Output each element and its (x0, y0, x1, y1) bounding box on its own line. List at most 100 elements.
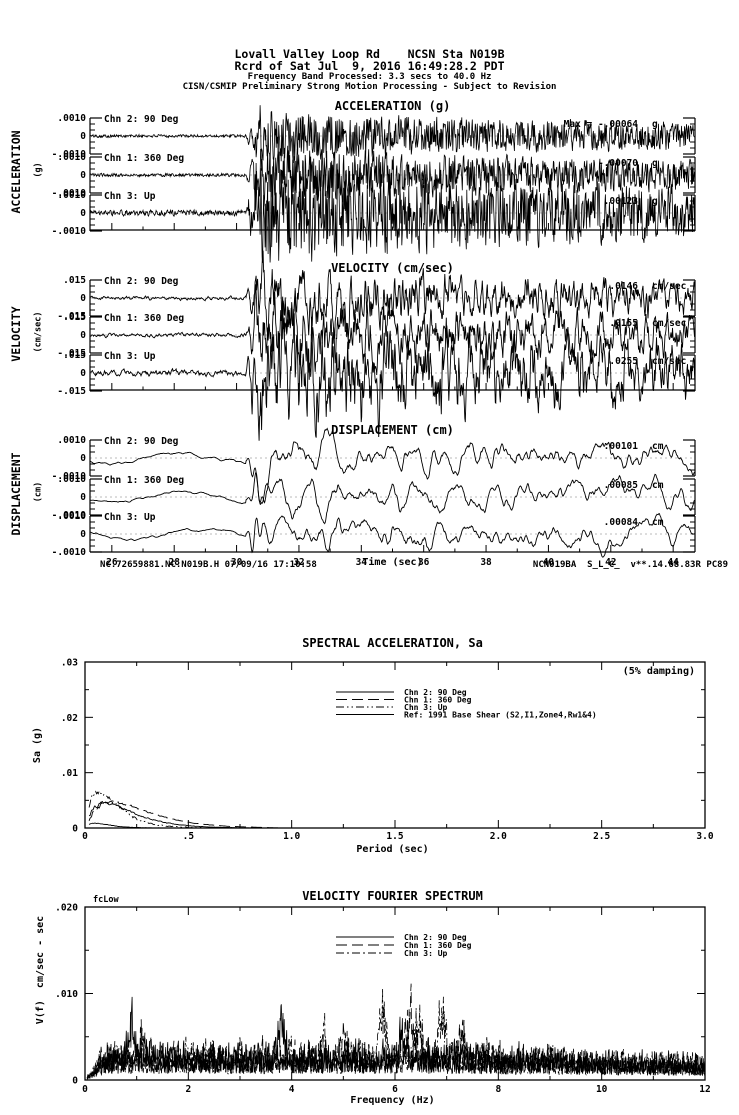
scale-tick-label: .0010 (57, 152, 86, 163)
velocity_time_series-time-axis (90, 383, 695, 391)
max-value-label: .0155 (609, 318, 638, 329)
x-axis-tick-label: 4 (289, 1084, 295, 1095)
time-axis-tick-label: 40 (543, 557, 555, 568)
max-unit-label: cm (652, 441, 664, 452)
max-unit-label: cm/sec (652, 356, 686, 367)
scale-tick-label: 0 (80, 131, 86, 142)
scale-bracket (89, 316, 102, 354)
x-axis-tick-label: .5 (183, 831, 195, 842)
displacement-y-axis-label: DISPLACEMENT (8, 452, 23, 536)
scale-tick-label: -.0010 (52, 510, 87, 521)
legend-label: Chn 3: Up (404, 703, 448, 712)
y-axis-tick-label: .020 (55, 903, 78, 914)
y-axis-tick-label: 0 (72, 1076, 78, 1087)
displacement_time_series-waveform-chn-2 (89, 512, 696, 558)
max-value-label: .00084 (604, 517, 639, 528)
scale-tick-label: 0 (80, 492, 86, 503)
scale-bracket (89, 279, 102, 317)
max-value-label: Max = -.00064 (564, 119, 639, 130)
sa-damping-note: (5% damping) (622, 666, 695, 677)
y-axis-tick-label: .03 (61, 658, 78, 669)
acceleration-y-axis-unit: (g) (33, 162, 44, 178)
time-axis-tick-label: 44 (667, 557, 679, 568)
channel-label: Chn 3: Up (104, 351, 156, 362)
legend-label: Ref: 1991 Base Shear (S2,I1,Zone4,Rw1&4) (404, 710, 597, 719)
fourier-plot-title: VELOCITY FOURIER SPECTRUM (302, 889, 483, 903)
scale-tick-label: .0010 (57, 190, 86, 201)
fourier-y-axis-label: V(f) cm/sec - sec (34, 915, 46, 1025)
max-unit-label: g (652, 196, 658, 207)
scale-tick-label: -.015 (57, 348, 86, 359)
fourier-curve-1 (86, 983, 706, 1079)
x-axis-tick-label: 10 (596, 1084, 608, 1095)
legend-label: Chn 1: 360 Deg (404, 941, 472, 950)
max-unit-label: cm/sec (652, 281, 686, 292)
time-axis-tick-label: 28 (168, 557, 180, 568)
sa-curve-1 (88, 800, 705, 829)
max-unit-label: cm (652, 480, 664, 491)
time-axis-tick-label: 32 (293, 557, 304, 568)
sa-plot-title: SPECTRAL ACCELERATION, Sa (302, 636, 483, 650)
time-axis-tick-label: 26 (106, 557, 118, 568)
y-axis-tick-label: .02 (61, 713, 78, 724)
scale-tick-label: 0 (80, 453, 86, 464)
x-axis-tick-label: 12 (699, 1084, 710, 1095)
scale-tick-label: -.0010 (52, 471, 87, 482)
scale-tick-label: .015 (63, 275, 86, 286)
displacement_time_series-waveform-chn-0 (90, 427, 696, 505)
scale-tick-label: .015 (63, 350, 86, 361)
scale-tick-label: .0010 (57, 435, 86, 446)
scale-tick-label: -.0010 (52, 547, 87, 558)
max-value-label: .0146 (609, 281, 638, 292)
scale-bracket (683, 478, 696, 516)
scale-tick-label: 0 (80, 529, 86, 540)
x-axis-tick-label: 2.0 (490, 831, 507, 842)
max-unit-label: cm (652, 517, 664, 528)
scale-tick-label: 0 (80, 368, 86, 379)
x-axis-tick-label: 1.5 (386, 831, 403, 842)
station-title: Lovall Valley Loop Rd NCSN Sta N019B (234, 47, 505, 61)
scale-bracket (89, 117, 102, 155)
y-axis-tick-label: .01 (61, 768, 78, 779)
acceleration_time_series-waveform-chn-0 (89, 105, 696, 165)
scale-tick-label: 0 (80, 293, 86, 304)
x-axis-tick-label: 2.5 (593, 831, 610, 842)
time-axis-tick-label: 34 (356, 557, 368, 568)
legend-label: Chn 2: 90 Deg (404, 688, 467, 697)
displacement-y-axis-unit: (cm) (33, 481, 44, 503)
fourier-x-axis-label: Frequency (Hz) (350, 1095, 435, 1106)
velocity-y-axis-label: VELOCITY (8, 306, 23, 362)
channel-label: Chn 1: 360 Deg (104, 313, 184, 324)
x-axis-tick-label: 0 (82, 831, 88, 842)
max-unit-label: g (652, 158, 658, 169)
y-axis-tick-label: .010 (55, 989, 78, 1000)
time-axis-label: Time (sec) (362, 557, 423, 568)
max-value-label: .00085 (604, 480, 639, 491)
velocity-panel-title: VELOCITY (cm/sec) (331, 261, 454, 275)
scale-tick-label: -.0010 (52, 149, 87, 160)
displacement_time_series-time-axis: 26 28 30 32 34 36 38 40 42 44 (90, 545, 695, 568)
footer-processing-id: NCN019BA S_L_C_ v**.14.68.83R PC89 (532, 560, 728, 570)
time-axis-tick-label: 36 (418, 557, 430, 568)
sa-curve-0 (88, 800, 705, 829)
sa-plot: .03 .02 .01 00 .5 1.0 1.5 2.0 2.5 3.0 Chn 2: 90 De… (61, 658, 714, 843)
scale-tick-label: 0 (80, 170, 86, 181)
scale-bracket (89, 478, 102, 516)
fourier-curve-2 (86, 988, 706, 1079)
scale-tick-label: .0010 (57, 474, 86, 485)
footer-record-id: NC.72659881.NC.N019B.H 07/09/16 17:10:58 (100, 560, 317, 570)
time-axis-tick-label: 42 (605, 557, 616, 568)
scale-tick-label: -.0010 (52, 226, 87, 237)
velocity_time_series-panel: .015 0 -.015 Chn 2: 90 Deg .0146 cm/sec .015 0 -… (57, 250, 696, 441)
processing-disclaimer: CISN/CSMIP Preliminary Strong Motion Pro… (182, 82, 557, 92)
acceleration_time_series-panel: .0010 0 -.0010 Chn 2: 90 Deg Max = -.00064 g.… (52, 105, 696, 263)
velocity-y-axis-unit: (cm/sec) (33, 311, 44, 353)
acceleration-panel-title: ACCELERATION (g) (334, 99, 451, 113)
channel-label: Chn 1: 360 Deg (104, 153, 184, 164)
scale-bracket (89, 439, 102, 477)
sa-curve-3 (88, 822, 705, 829)
record-datetime: Rcrd of Sat Jul 9, 2016 16:49:28.2 PDT (234, 59, 505, 73)
